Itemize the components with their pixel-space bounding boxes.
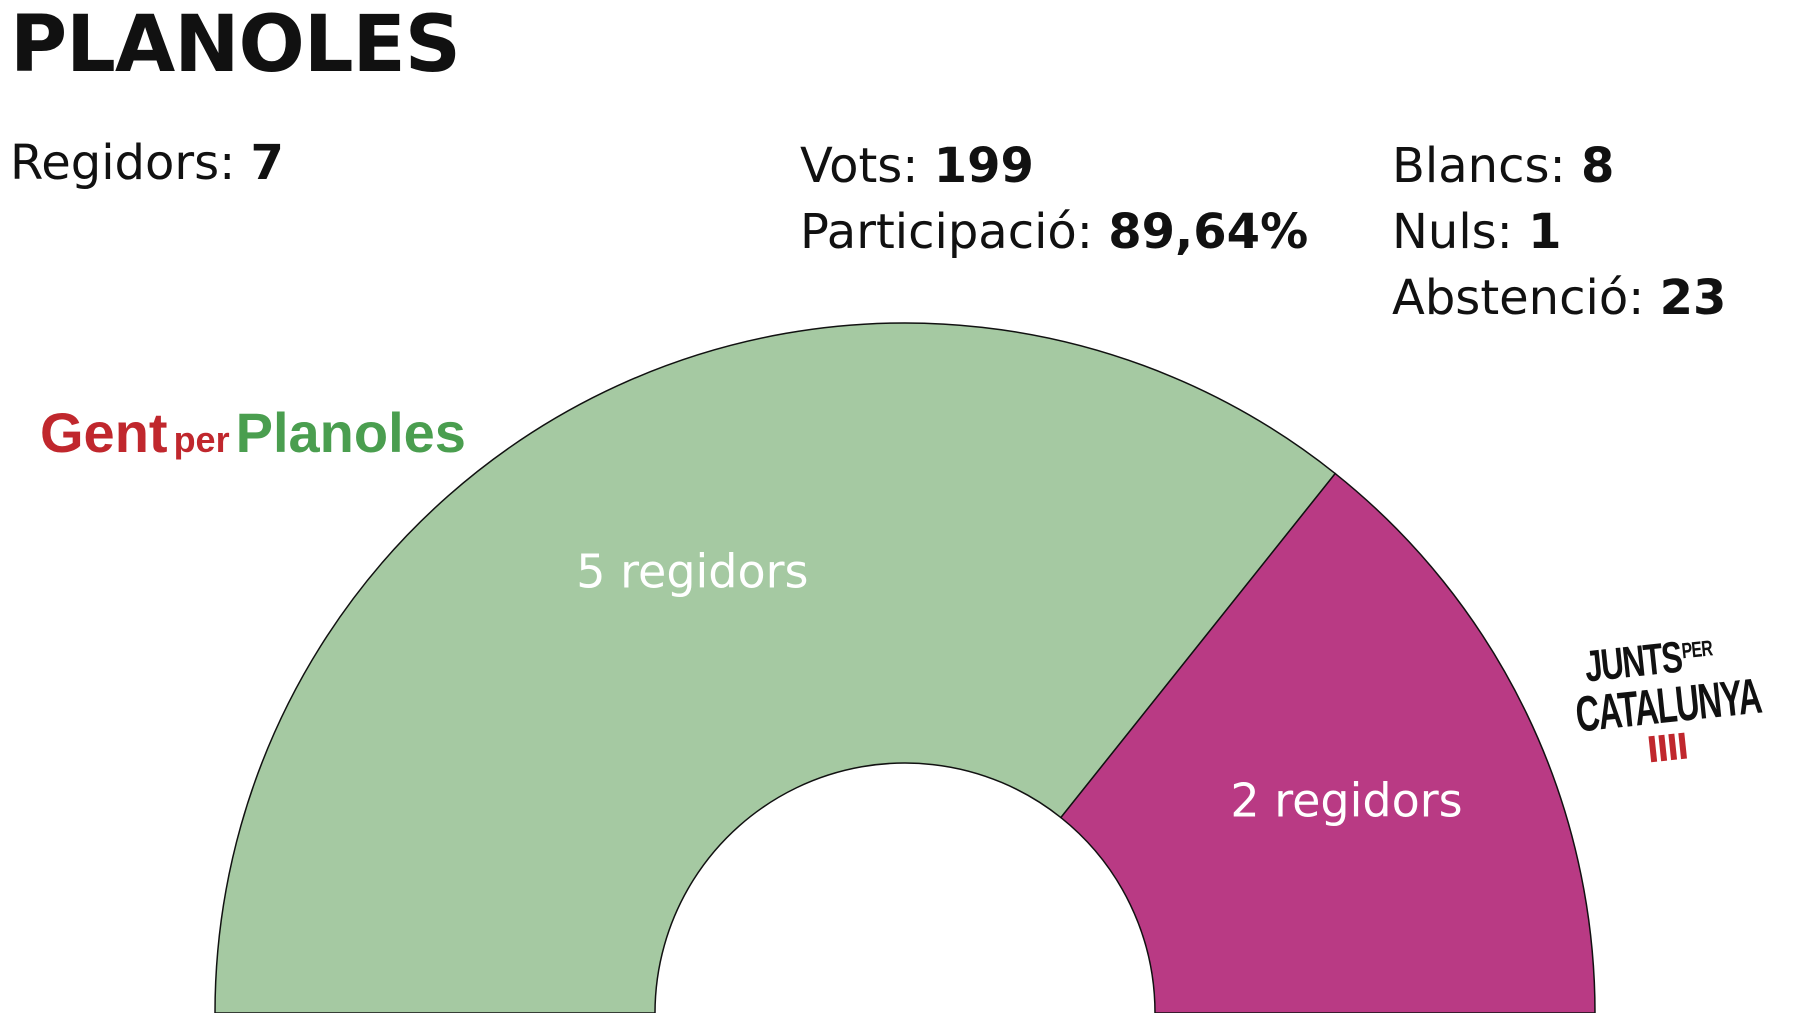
participacio-stat: Participació: 89,64% [800, 199, 1308, 266]
page-title: PLANOLES [10, 0, 461, 90]
nuls-stat: Nuls: 1 [1392, 199, 1562, 266]
chart-segment-labels: 5 regidors 2 regidors [576, 545, 1462, 828]
junts-logo-per: PER [1680, 635, 1714, 664]
regidors-stat: Regidors: 7 [10, 130, 284, 197]
seat-segment-1 [214, 322, 1337, 1013]
junts-per-catalunya-logo: JUNTS PER CATALUNYA [1568, 626, 1763, 778]
per-logo-word: per [173, 419, 230, 460]
nuls-value: 1 [1528, 204, 1562, 260]
gent-per-planoles-logo: Gent per Planoles [40, 400, 466, 465]
segment-label-2: 2 regidors [1230, 773, 1462, 827]
gent-logo-word: Gent [40, 401, 168, 464]
participacio-label: Participació: [800, 204, 1093, 260]
senyera-bars-icon [1648, 732, 1687, 763]
abstencio-stat: Abstenció: 23 [1392, 265, 1726, 332]
nuls-label: Nuls: [1392, 204, 1513, 260]
vots-label: Vots: [800, 138, 919, 194]
vots-value: 199 [933, 138, 1034, 194]
seat-segment-2 [1059, 472, 1596, 1013]
regidors-value: 7 [250, 135, 284, 191]
segment-label-1: 5 regidors [576, 545, 808, 599]
blancs-label: Blancs: [1392, 138, 1566, 194]
participacio-value: 89,64% [1108, 204, 1309, 260]
planoles-logo-word: Planoles [235, 401, 466, 464]
abstencio-label: Abstenció: [1392, 270, 1645, 326]
blancs-stat: Blancs: 8 [1392, 133, 1614, 200]
vots-stat: Vots: 199 [800, 133, 1034, 200]
chart-segments [214, 322, 1596, 1013]
blancs-value: 8 [1580, 138, 1615, 194]
regidors-label: Regidors: [10, 135, 236, 191]
abstencio-value: 23 [1659, 270, 1727, 326]
